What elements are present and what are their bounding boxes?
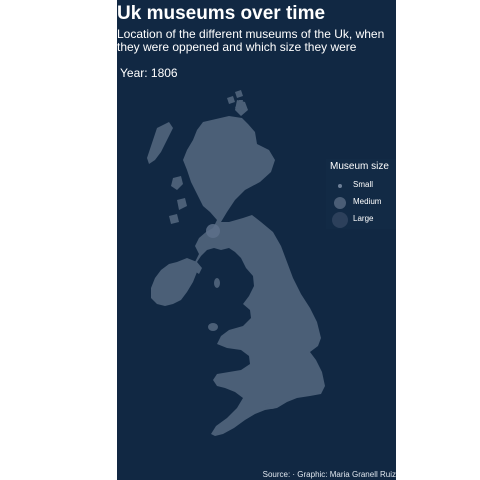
- museum-point[interactable]: [206, 224, 220, 238]
- isle-of-man: [214, 278, 220, 288]
- legend-label-small: Small: [353, 180, 374, 189]
- caption: Source: · Graphic: Maria Granell Ruiz: [262, 470, 396, 479]
- map-panel: Uk museums over time Location of the dif…: [117, 0, 396, 480]
- legend-label-medium: Medium: [353, 197, 382, 206]
- legend-item-large: Large: [326, 212, 396, 228]
- legend: Museum size Small Medium Large: [326, 159, 396, 229]
- legend-item-medium: Medium: [326, 195, 396, 211]
- legend-label-large: Large: [353, 214, 374, 223]
- map-subtitle: Location of the different museums of the…: [117, 27, 385, 54]
- orkney-islands: [227, 90, 243, 104]
- isle-of-wight: [265, 403, 277, 409]
- uk-map: [147, 90, 325, 436]
- legend-item-small: Small: [326, 178, 396, 194]
- legend-dot-large: [332, 212, 348, 228]
- legend-title: Museum size: [330, 161, 389, 172]
- anglesey: [208, 323, 218, 331]
- ireland-landmass: [151, 258, 197, 306]
- year-label: Year: 1806: [120, 66, 178, 80]
- legend-dot-small: [338, 184, 342, 188]
- shetland-islands: [235, 100, 243, 110]
- great-britain-landmass: [183, 100, 325, 436]
- outer-hebrides: [147, 122, 173, 164]
- inner-hebrides: [169, 176, 187, 224]
- legend-dot-medium: [334, 197, 346, 209]
- map-title: Uk museums over time: [117, 3, 326, 24]
